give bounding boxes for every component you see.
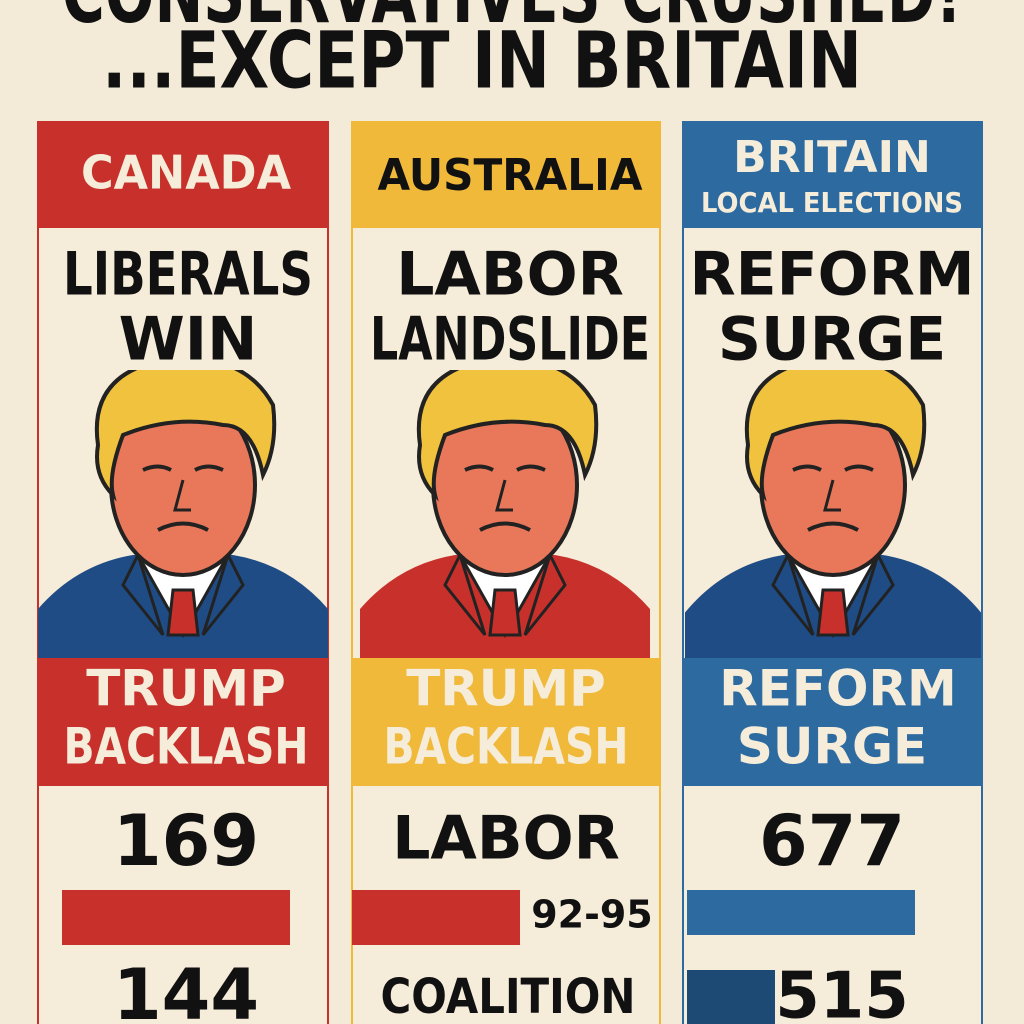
band-text: SURGE bbox=[737, 718, 927, 776]
headline: WIN bbox=[119, 305, 258, 375]
column-britain: BRITAIN LOCAL ELECTIONS REFORM SURGE REF… bbox=[682, 121, 983, 1024]
title-line: CONSERVATIVES CRUSHED! bbox=[62, 0, 962, 41]
bar bbox=[687, 890, 915, 935]
headline: LABOR bbox=[396, 240, 624, 310]
column-canada: CANADA LIBERALS WIN TRUMP BACKLASH 169 1… bbox=[37, 121, 329, 1024]
band-text: REFORM bbox=[719, 660, 957, 718]
headline: SURGE bbox=[718, 305, 946, 375]
country: CANADA bbox=[81, 146, 291, 200]
stat: 144 bbox=[113, 954, 259, 1024]
stat: 515 bbox=[775, 960, 909, 1024]
stat: 677 bbox=[759, 800, 905, 882]
country: AUSTRALIA bbox=[378, 150, 643, 201]
headline: LIBERALS bbox=[63, 240, 313, 310]
column-australia: AUSTRALIA LABOR LANDSLIDE TRUMP BACKLASH… bbox=[351, 121, 661, 1024]
band-text: BACKLASH bbox=[64, 718, 309, 776]
bar bbox=[62, 890, 290, 945]
band-text: TRUMP bbox=[86, 660, 286, 718]
band-text: BACKLASH bbox=[384, 718, 629, 776]
stat: 169 bbox=[113, 800, 259, 882]
band-text: TRUMP bbox=[406, 660, 606, 718]
subtitle: LOCAL ELECTIONS bbox=[701, 186, 963, 219]
headline: REFORM bbox=[689, 240, 974, 310]
stat: COALITION bbox=[381, 969, 636, 1024]
bar bbox=[687, 970, 775, 1024]
bar bbox=[352, 890, 520, 945]
title: CONSERVATIVES CRUSHED! ...EXCEPT IN BRIT… bbox=[62, 0, 962, 106]
headline: LANDSLIDE bbox=[370, 305, 650, 375]
stat: LABOR bbox=[392, 804, 620, 874]
title-line: ...EXCEPT IN BRITAIN bbox=[102, 16, 862, 106]
country: BRITAIN bbox=[733, 132, 931, 183]
stat: 92-95 bbox=[531, 893, 653, 937]
